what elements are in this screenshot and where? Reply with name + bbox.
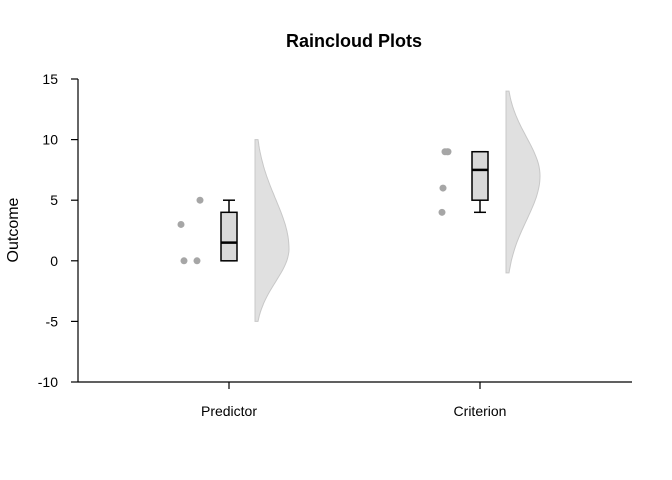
x-ticks: Predictor Criterion xyxy=(201,382,506,419)
cloud-criterion xyxy=(505,90,541,274)
data-point xyxy=(438,208,446,216)
chart-title: Raincloud Plots xyxy=(286,31,422,51)
data-point xyxy=(196,196,204,204)
x-tick-label: Criterion xyxy=(454,403,507,419)
y-tick-label: 10 xyxy=(42,132,58,148)
data-point xyxy=(193,257,201,265)
x-tick-label: Predictor xyxy=(201,403,257,419)
box-criterion xyxy=(471,150,489,201)
data-point xyxy=(180,257,188,265)
y-ticks: 15 10 5 0 -5 -10 xyxy=(38,71,78,390)
y-tick-label: 0 xyxy=(50,253,58,269)
y-tick-label: 15 xyxy=(42,71,58,87)
y-tick-label: 5 xyxy=(50,192,58,208)
y-axis-label: Outcome xyxy=(5,197,22,262)
box-predictor xyxy=(220,211,238,262)
y-tick-label: -10 xyxy=(38,374,58,390)
data-point xyxy=(177,220,185,228)
cloud-predictor xyxy=(254,139,290,322)
y-tick-label: -5 xyxy=(46,313,59,329)
data-point xyxy=(443,148,451,156)
plot-marks xyxy=(177,90,541,322)
data-point xyxy=(439,184,447,192)
